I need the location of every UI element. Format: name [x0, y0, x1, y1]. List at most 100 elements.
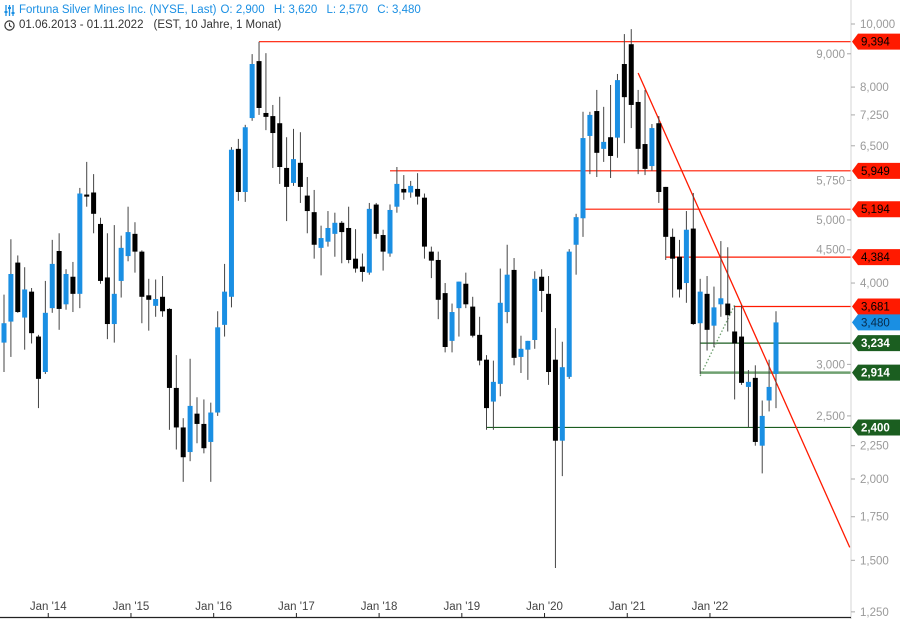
candle[interactable]	[766, 359, 772, 412]
candle[interactable]	[125, 206, 131, 262]
candle[interactable]	[366, 202, 372, 275]
candle[interactable]	[690, 193, 696, 325]
candle[interactable]	[297, 132, 303, 203]
candle[interactable]	[42, 280, 48, 374]
candle[interactable]	[222, 263, 228, 337]
candle[interactable]	[256, 41, 262, 115]
candle[interactable]	[635, 89, 641, 175]
symbol-line[interactable]: Fortuna Silver Mines Inc. (NYSE, Last) O…	[4, 3, 427, 18]
candle[interactable]	[773, 311, 779, 409]
candle[interactable]	[497, 268, 503, 397]
candle[interactable]	[249, 54, 255, 121]
candle[interactable]	[180, 418, 186, 482]
candle[interactable]	[725, 247, 731, 332]
candle[interactable]	[587, 111, 593, 175]
candle[interactable]	[504, 244, 510, 324]
candle[interactable]	[187, 358, 193, 462]
trendline-resistance[interactable]	[637, 72, 851, 548]
candle[interactable]	[29, 288, 35, 344]
candle[interactable]	[139, 250, 145, 324]
candle[interactable]	[477, 316, 483, 366]
candle[interactable]	[752, 365, 758, 446]
candle[interactable]	[325, 211, 331, 247]
candle[interactable]	[173, 355, 179, 450]
candle[interactable]	[228, 147, 234, 308]
symbol-title[interactable]: Fortuna Silver Mines Inc. (NYSE, Last)	[19, 4, 217, 16]
candle[interactable]	[518, 335, 524, 373]
candle[interactable]	[408, 180, 414, 198]
candle[interactable]	[22, 267, 28, 350]
candle[interactable]	[580, 111, 586, 237]
candle[interactable]	[683, 211, 689, 303]
candle[interactable]	[525, 340, 531, 380]
candle[interactable]	[153, 279, 159, 317]
candle[interactable]	[704, 276, 710, 351]
candle[interactable]	[546, 276, 552, 385]
trendline-support_light[interactable]	[699, 304, 736, 377]
candle[interactable]	[35, 334, 41, 409]
candle[interactable]	[15, 255, 21, 313]
candle[interactable]	[118, 235, 124, 298]
candle[interactable]	[642, 89, 648, 176]
candle[interactable]	[697, 278, 703, 374]
candle[interactable]	[263, 53, 269, 131]
candle[interactable]	[573, 213, 579, 275]
candle[interactable]	[628, 29, 634, 129]
candle[interactable]	[98, 217, 103, 284]
candle[interactable]	[718, 241, 724, 317]
candle[interactable]	[318, 225, 324, 276]
candle[interactable]	[63, 269, 69, 310]
candle[interactable]	[663, 186, 669, 260]
candle[interactable]	[346, 206, 352, 264]
settings-sliders-icon[interactable]	[4, 5, 15, 16]
candle[interactable]	[311, 189, 317, 259]
candle[interactable]	[739, 305, 745, 385]
candle[interactable]	[8, 239, 14, 357]
candle[interactable]	[601, 106, 607, 162]
candle[interactable]	[373, 202, 379, 239]
candle[interactable]	[277, 96, 283, 184]
candle[interactable]	[428, 246, 434, 279]
candle[interactable]	[677, 239, 682, 298]
candle[interactable]	[91, 174, 97, 234]
candle[interactable]	[670, 228, 676, 298]
candle[interactable]	[449, 303, 455, 353]
candle[interactable]	[415, 173, 421, 205]
candle[interactable]	[194, 397, 200, 444]
candle[interactable]	[490, 360, 496, 430]
candle[interactable]	[649, 124, 655, 171]
candle[interactable]	[435, 251, 441, 320]
candle[interactable]	[70, 261, 76, 313]
candle[interactable]	[215, 311, 221, 416]
candle[interactable]	[442, 283, 448, 353]
candle[interactable]	[339, 221, 345, 264]
candle[interactable]	[614, 73, 620, 158]
candle[interactable]	[111, 225, 117, 343]
candle[interactable]	[104, 233, 110, 340]
candle[interactable]	[84, 161, 90, 207]
candle[interactable]	[532, 271, 538, 349]
candle[interactable]	[1, 294, 7, 373]
candle[interactable]	[380, 229, 386, 271]
candle[interactable]	[132, 222, 138, 273]
candle[interactable]	[291, 128, 296, 186]
candle[interactable]	[463, 272, 469, 309]
candle[interactable]	[242, 124, 248, 202]
candle[interactable]	[484, 355, 489, 430]
candle[interactable]	[146, 278, 152, 331]
candle[interactable]	[421, 193, 427, 259]
candle[interactable]	[470, 296, 476, 338]
candle[interactable]	[456, 281, 462, 337]
candle[interactable]	[201, 399, 207, 454]
candle[interactable]	[621, 34, 627, 144]
candle[interactable]	[56, 233, 62, 330]
candle[interactable]	[270, 104, 276, 168]
candle[interactable]	[394, 167, 400, 213]
candle[interactable]	[166, 308, 172, 430]
candle[interactable]	[566, 249, 572, 379]
candle[interactable]	[656, 116, 662, 203]
candle[interactable]	[608, 84, 614, 178]
candle[interactable]	[511, 258, 517, 366]
candle[interactable]	[559, 341, 565, 477]
